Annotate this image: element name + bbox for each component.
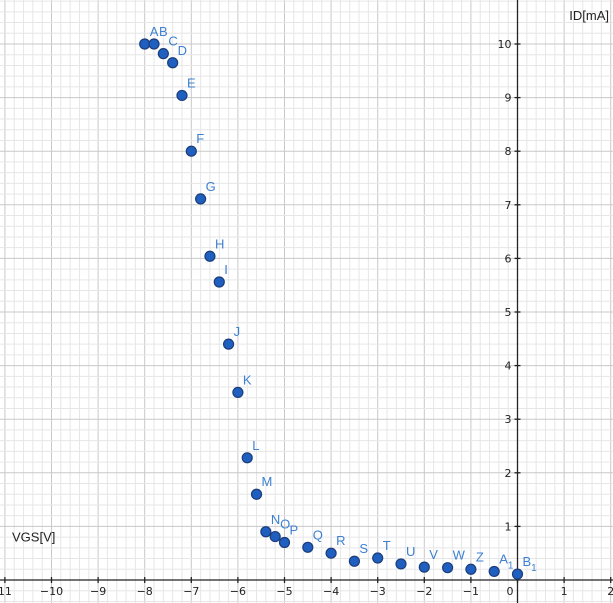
- data-point-j: [222, 338, 235, 350]
- y-tick-label: 4: [505, 360, 512, 373]
- data-point-i: [213, 276, 225, 288]
- data-point-s: [348, 555, 360, 567]
- data-point-p: [278, 536, 291, 549]
- x-axis-title: VGS[V]: [12, 529, 55, 544]
- point-label: T: [383, 538, 391, 553]
- point-label: C: [168, 34, 177, 49]
- y-axis-title: ID[mA]: [569, 8, 609, 23]
- x-tick-label: −1: [463, 585, 479, 598]
- x-tick-label: −10: [40, 585, 63, 598]
- x-tick-label: −9: [90, 585, 106, 598]
- data-point-l: [241, 452, 253, 464]
- data-point-g: [195, 193, 207, 205]
- x-tick-label: −7: [183, 585, 199, 598]
- x-tick-label: 0: [507, 585, 514, 598]
- y-tick-label: 3: [505, 413, 512, 426]
- x-tick-label: 1: [561, 585, 568, 598]
- point-labels: A BCD E F G HI J K L M N O P Q RS T U V W Z A1 B1: [150, 24, 537, 574]
- x-tick-label: 11: [0, 585, 12, 598]
- point-label: W: [453, 548, 466, 563]
- x-tick-label: −3: [370, 585, 386, 598]
- x-tick-label: −4: [323, 585, 339, 598]
- point-label: K: [243, 372, 252, 387]
- point-label: A1: [499, 551, 514, 571]
- data-point-h: [204, 250, 216, 262]
- data-point-c: [157, 48, 169, 60]
- y-tick-label: 8: [505, 145, 512, 158]
- point-label: E: [187, 75, 196, 90]
- data-point-u: [395, 558, 407, 570]
- point-label: Z: [476, 549, 484, 564]
- data-point-a1: [488, 565, 500, 578]
- data-point-o: [269, 530, 281, 543]
- point-label: F: [196, 131, 204, 146]
- point-label: I: [224, 262, 228, 277]
- data-point-z: [465, 563, 477, 575]
- point-label: B1: [523, 554, 538, 574]
- y-tick-label: 9: [505, 92, 512, 105]
- tick-labels: 11 −10 −9 −8 −7 −6 −5 −4 −3 −2 −1 1 2 0 1 2 3 4 5 6 7 8 9 10: [0, 38, 613, 598]
- point-label: P: [290, 522, 299, 537]
- y-tick-label: 2: [505, 467, 512, 480]
- y-tick-label: 6: [505, 252, 512, 265]
- data-point-t: [372, 552, 384, 564]
- point-label: S: [359, 541, 368, 556]
- x-tick-label: −5: [276, 585, 292, 598]
- data-point-r: [325, 547, 337, 559]
- point-label: G: [206, 179, 216, 194]
- y-tick-label: 5: [505, 306, 512, 319]
- point-label: A: [150, 24, 159, 39]
- data-point-d: [167, 57, 179, 69]
- point-label: D: [178, 43, 187, 58]
- data-point-b: [148, 38, 160, 50]
- data-point-w: [442, 562, 454, 574]
- y-tick-label: 1: [505, 520, 512, 533]
- data-point-n: [260, 526, 272, 538]
- data-point-m: [250, 488, 263, 500]
- point-label: J: [234, 324, 241, 339]
- data-point-v: [418, 561, 430, 573]
- data-point-b1: [511, 568, 524, 580]
- point-label: O: [280, 517, 290, 532]
- point-label: V: [429, 547, 438, 562]
- x-tick-label: −2: [416, 585, 432, 598]
- point-label: B: [159, 24, 168, 39]
- point-label: M: [262, 474, 273, 489]
- data-point-k: [232, 386, 244, 398]
- data-points: [139, 38, 524, 580]
- data-point-f: [185, 145, 197, 157]
- data-point-e: [176, 89, 188, 102]
- x-tick-label: −8: [137, 585, 153, 598]
- data-point-q: [302, 541, 314, 553]
- point-label: H: [215, 236, 224, 251]
- point-label: N: [271, 512, 280, 527]
- point-label: R: [336, 533, 345, 548]
- point-label: U: [406, 544, 415, 559]
- x-tick-label: −6: [230, 585, 246, 598]
- data-point-a: [139, 38, 151, 50]
- point-label: L: [252, 438, 259, 453]
- point-label: Q: [313, 527, 323, 542]
- y-tick-label: 7: [505, 199, 512, 212]
- x-tick-label: 2: [607, 585, 613, 598]
- y-tick-label: 10: [498, 38, 512, 51]
